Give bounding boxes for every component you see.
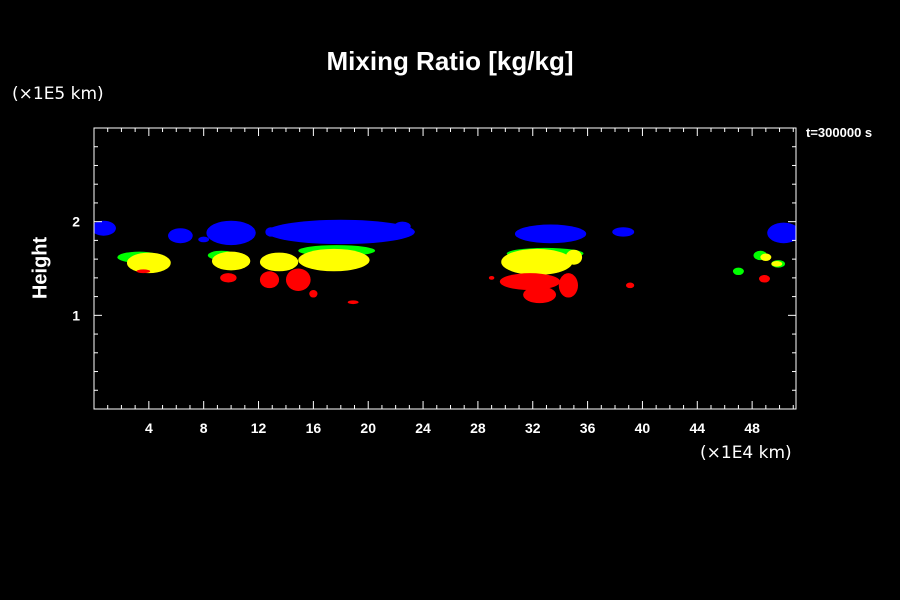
x-tick-label: 8 — [200, 420, 208, 436]
blue-region-0 — [94, 220, 116, 236]
yellow-region-23 — [760, 253, 772, 262]
yellow-region-17 — [126, 252, 171, 274]
x-tick-label: 20 — [360, 420, 376, 436]
red-region-33 — [523, 286, 557, 304]
plot-frame — [93, 127, 797, 410]
red-region-30 — [347, 300, 359, 305]
blue-region-1 — [168, 228, 193, 244]
yellow-region-21 — [501, 248, 573, 276]
yellow-region-24 — [771, 261, 783, 267]
red-region-32 — [499, 273, 561, 291]
x-tick-label: 44 — [689, 420, 705, 436]
red-region-31 — [488, 275, 495, 280]
blue-region-9 — [767, 222, 796, 244]
yellow-region-19 — [259, 252, 299, 272]
x-unit-label: (×1E4 km) — [700, 443, 792, 463]
x-tick-label: 16 — [306, 420, 322, 436]
green-region-14 — [732, 267, 744, 276]
x-tick-label: 48 — [744, 420, 760, 436]
red-region-28 — [285, 268, 311, 291]
x-tick-label: 36 — [580, 420, 596, 436]
red-region-36 — [758, 275, 770, 283]
blue-region-5 — [266, 219, 415, 245]
red-region-25 — [136, 269, 151, 274]
x-tick-label: 32 — [525, 420, 541, 436]
blue-region-6 — [394, 221, 411, 232]
blue-region-3 — [206, 220, 256, 246]
x-tick-label: 12 — [251, 420, 267, 436]
red-region-34 — [558, 273, 578, 298]
red-region-26 — [220, 273, 237, 283]
x-tick-label: 4 — [145, 420, 153, 436]
x-tick-label: 24 — [415, 420, 431, 436]
y-tick-label: 2 — [72, 214, 80, 230]
blue-region-8 — [612, 227, 635, 237]
yellow-region-20 — [298, 248, 370, 272]
red-region-27 — [259, 271, 280, 289]
red-region-35 — [625, 282, 635, 289]
yellow-region-22 — [565, 249, 583, 265]
x-tick-label: 40 — [635, 420, 651, 436]
yellow-region-18 — [211, 251, 251, 271]
chart-title: Mixing Ratio [kg/kg] — [326, 46, 574, 76]
y-tick-label: 1 — [72, 307, 80, 323]
red-region-29 — [309, 290, 318, 298]
time-label: t=300000 s — [806, 125, 873, 140]
field-layer — [94, 219, 796, 305]
x-tick-label: 28 — [470, 420, 486, 436]
blue-region-7 — [514, 224, 587, 244]
blue-region-2 — [198, 236, 210, 243]
y-unit-label: (×1E5 km) — [12, 84, 104, 104]
